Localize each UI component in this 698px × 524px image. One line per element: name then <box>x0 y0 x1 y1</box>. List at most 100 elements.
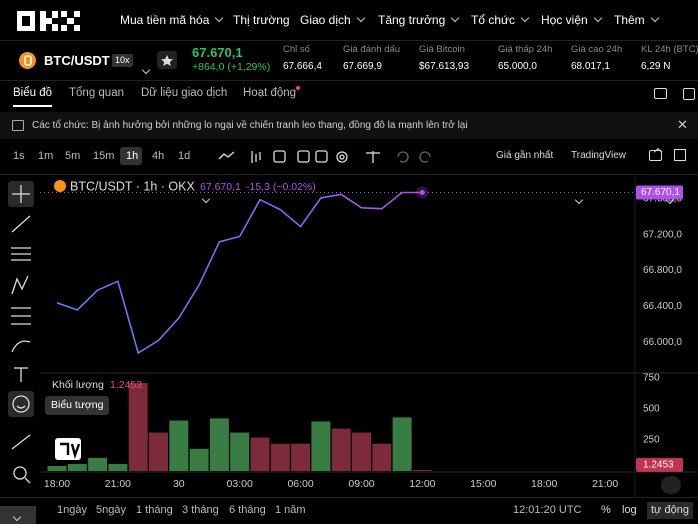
chart-mode[interactable]: TradingView <box>571 150 627 161</box>
y-tick-label: 67.200,0 <box>643 229 682 240</box>
favorite[interactable] <box>157 51 177 69</box>
interval[interactable]: 1m <box>38 150 54 162</box>
scale-option[interactable]: log <box>622 504 637 516</box>
range-button[interactable]: 6 tháng <box>229 504 266 516</box>
range-button[interactable]: 3 tháng <box>182 504 219 516</box>
interval[interactable]: 1d <box>178 150 191 162</box>
y-tick-label: 66.800,0 <box>643 265 682 276</box>
scale-option[interactable]: % <box>601 504 611 516</box>
stat-value: 6,29 N <box>641 61 671 72</box>
fullscreen-button[interactable] <box>683 88 695 100</box>
nav-item[interactable]: Tổ chức <box>471 13 530 26</box>
coin-icon <box>19 52 36 69</box>
snapshot-button[interactable] <box>649 150 662 161</box>
volume-bar <box>128 383 148 471</box>
interval[interactable]: 1h <box>126 150 139 162</box>
interval[interactable]: 1s <box>13 150 25 162</box>
tab[interactable]: Tổng quan <box>69 87 124 99</box>
logo[interactable] <box>17 11 81 35</box>
badge-dot <box>296 86 300 90</box>
volume-bar <box>230 432 250 471</box>
active-tab-underline <box>13 105 52 107</box>
y-tick-label: 66.000,0 <box>643 337 682 348</box>
x-tick-label: 03:00 <box>227 478 253 490</box>
volume-legend-value: 1.2453 <box>110 379 142 391</box>
expand-button[interactable] <box>674 149 686 161</box>
notice-icon <box>12 120 24 131</box>
interval[interactable]: 4h <box>152 150 165 162</box>
x-tick-label: 15:00 <box>470 478 496 490</box>
interval[interactable]: 15m <box>93 150 115 162</box>
volume-bar <box>189 448 209 471</box>
leverage: 10x <box>112 54 133 67</box>
stat-value: 67.666,4 <box>283 61 322 72</box>
volume-tick-label: 500 <box>643 404 660 415</box>
price-source[interactable]: Giá gần nhất <box>496 150 554 161</box>
x-tick-label: 21:00 <box>105 478 131 490</box>
stat-label: Giá cao 24h <box>571 44 623 55</box>
tooltip: Biểu tượng <box>45 396 110 415</box>
volume-bar <box>291 443 311 471</box>
nav-item[interactable]: Giao dịch <box>300 13 365 26</box>
legend-price: 67.670,1 <box>200 181 241 193</box>
notice-bar <box>0 112 698 139</box>
stat-value: 67.669,9 <box>343 61 382 72</box>
active-interval-bg <box>120 147 142 165</box>
tool-icons[interactable] <box>218 148 438 166</box>
last-volume-tag <box>636 457 683 472</box>
last-volume-tag-label: 1.2453 <box>643 459 674 470</box>
interval[interactable]: 5m <box>65 150 81 162</box>
clock: 12:01:20 UTC <box>513 504 582 516</box>
x-tick-label: 18:00 <box>44 478 70 490</box>
nav-item[interactable]: Tăng trưởng <box>378 13 460 26</box>
volume-bar <box>47 466 67 471</box>
range-button[interactable]: 1ngày <box>57 504 87 516</box>
volume-tick-label: 750 <box>643 373 660 384</box>
nav-item[interactable]: Thêm <box>614 13 659 26</box>
legend-change: -15,3 (−0.02%) <box>246 181 316 193</box>
volume-bar <box>331 428 351 471</box>
close-notice[interactable]: ✕ <box>677 117 688 132</box>
range-button[interactable]: 1 năm <box>275 504 306 516</box>
nav-item[interactable]: Học viện <box>541 13 602 26</box>
range-button[interactable]: 1 tháng <box>136 504 173 516</box>
tab[interactable]: Dữ liệu giao dịch <box>141 87 228 99</box>
price-line <box>56 191 423 355</box>
chart-title: BTC/USDT · 1h · OKX <box>70 179 195 193</box>
collapse-button[interactable] <box>0 506 36 524</box>
x-tick-label: 21:00 <box>592 478 618 490</box>
layout-button[interactable] <box>654 88 667 99</box>
pair[interactable]: BTC/USDT <box>44 53 110 68</box>
drawing-tools[interactable] <box>0 176 40 524</box>
last-price: 67.670,1 <box>192 45 243 60</box>
divider <box>0 174 698 175</box>
logo-mark <box>17 11 80 31</box>
scale-option[interactable]: tự động <box>647 502 693 519</box>
x-tick-label: 09:00 <box>348 478 374 490</box>
notice-text[interactable]: Các tổ chức: Bị ảnh hưởng bởi những lo n… <box>32 120 468 131</box>
tab[interactable]: Hoạt động <box>243 87 297 99</box>
last-price-tag <box>636 185 683 200</box>
x-tick-label: 12:00 <box>409 478 435 490</box>
volume-bar <box>149 432 168 471</box>
nav-item[interactable]: Thị trường <box>233 13 290 27</box>
volume-bar <box>67 463 87 471</box>
divider <box>0 497 698 498</box>
volume-bar <box>412 470 432 471</box>
volume-bar <box>169 420 189 471</box>
volume-tick-label: 250 <box>643 435 660 446</box>
volume-title: Khối lượng <box>52 379 104 391</box>
volume-bar <box>392 417 412 471</box>
stat-value: $67.613,93 <box>419 61 470 72</box>
price-change: +864,0 (+1,29%) <box>192 61 271 73</box>
range-button[interactable]: 5ngày <box>96 504 126 516</box>
tab[interactable]: Biểu đồ <box>13 87 53 99</box>
nav-item[interactable]: Mua tiền mã hóa <box>120 13 224 26</box>
x-tick-label: 18:00 <box>531 478 557 490</box>
settings-button[interactable] <box>661 476 681 494</box>
volume-bar <box>372 443 392 471</box>
divider <box>0 80 698 81</box>
stat-label: KL 24h (BTC) <box>641 44 698 55</box>
